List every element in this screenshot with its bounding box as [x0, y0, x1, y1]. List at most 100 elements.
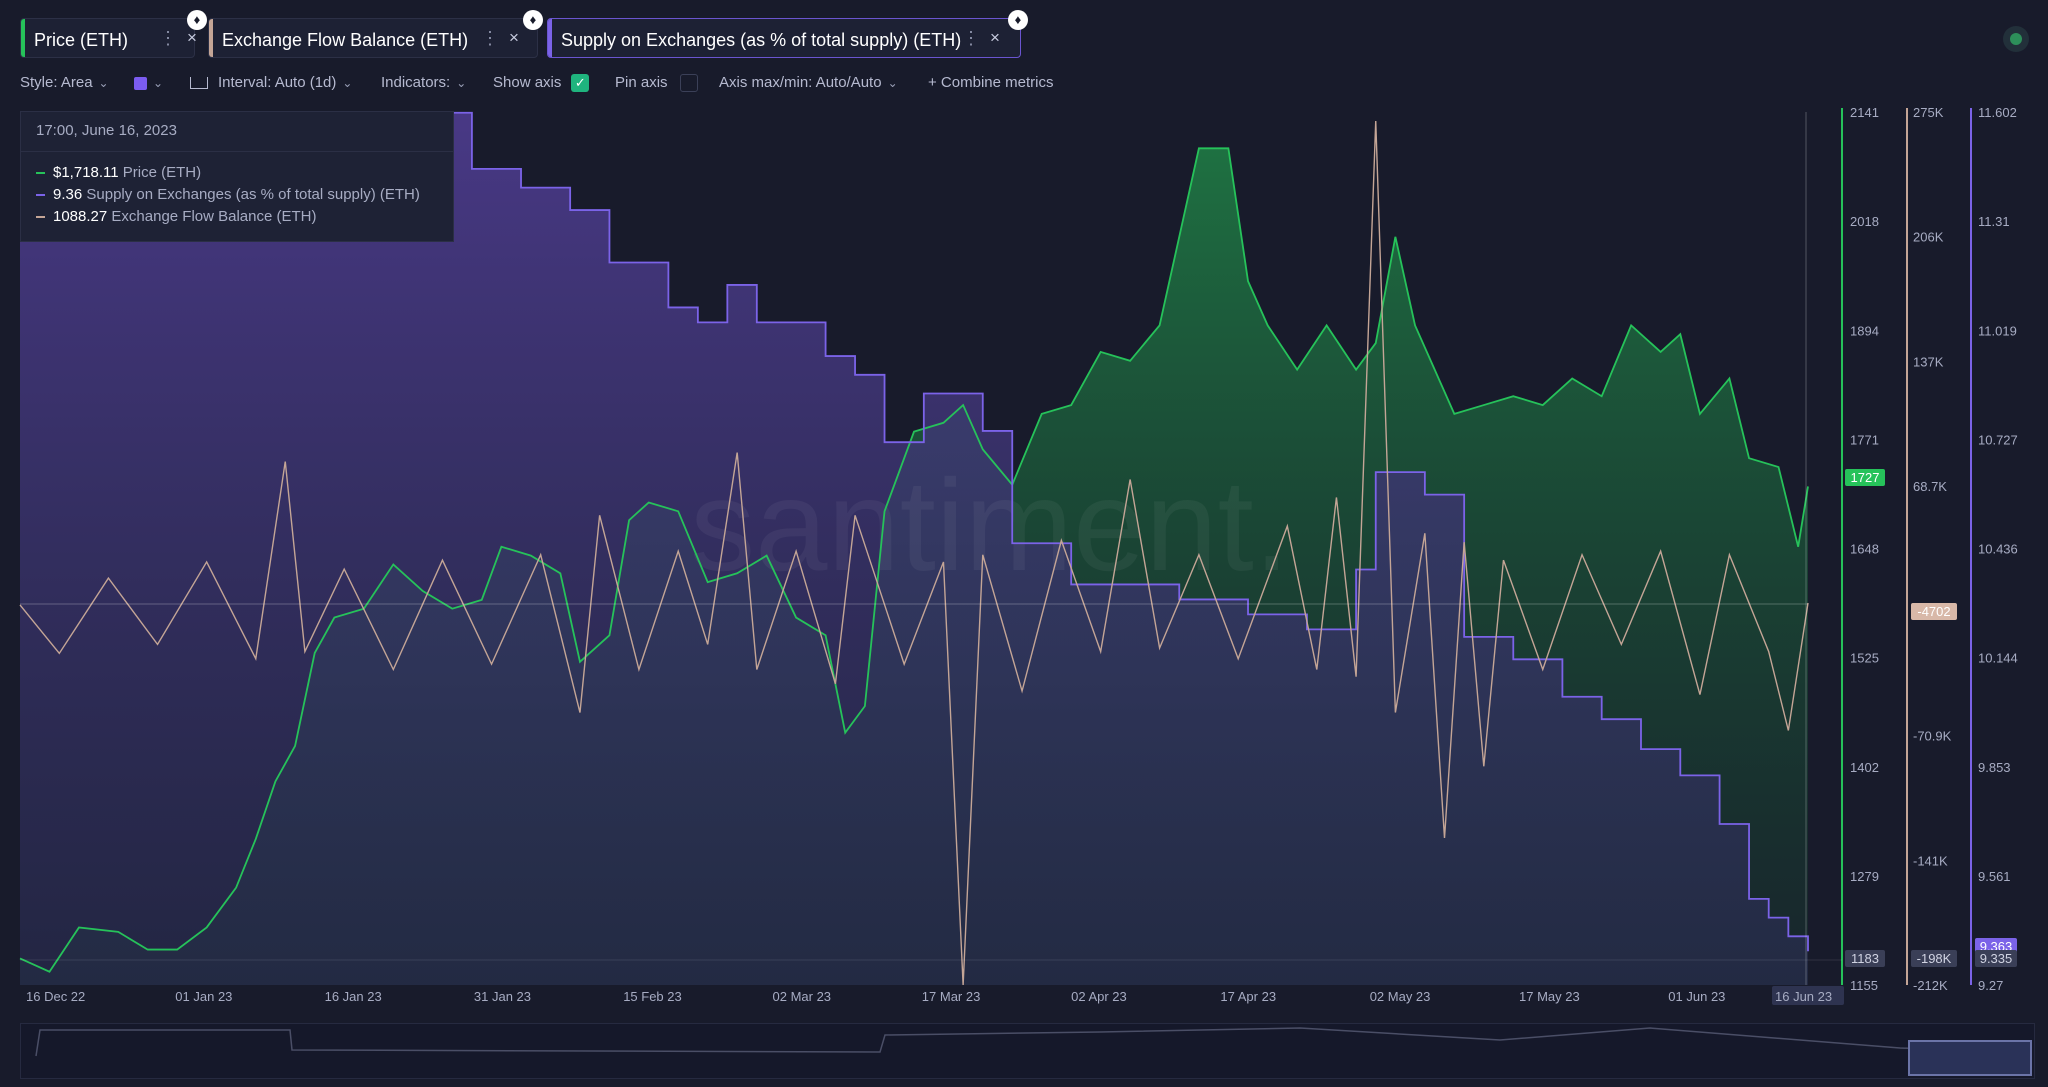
x-tick-label: 17 May 23	[1519, 989, 1580, 1004]
axis-tick-label: 1155	[1850, 978, 1878, 993]
tooltip-value: $1,718.11	[53, 164, 119, 181]
series-dash	[36, 172, 45, 175]
axis-tick-label: 1648	[1850, 542, 1879, 557]
connection-status-icon	[2003, 26, 2029, 52]
series-line-price	[19, 147, 1809, 973]
axis-tick-label: -212K	[1913, 978, 1948, 993]
tooltip-row-flow: 1088.27 Exchange Flow Balance (ETH)	[36, 208, 317, 225]
x-tick-label: 02 May 23	[1370, 989, 1431, 1004]
x-tick-label: 01 Jun 23	[1668, 989, 1725, 1004]
show-axis-checkbox[interactable]: ✓	[571, 74, 590, 93]
flow-value-marker-bg	[1911, 603, 1957, 620]
metric-tab-exchange-flow[interactable]: Exchange Flow Balance (ETH) ⋮ × ♦	[208, 10, 543, 58]
axis-tick-label: 11.019	[1978, 323, 2017, 338]
x-tick-label: 17 Apr 23	[1220, 989, 1276, 1004]
series-line-supply	[20, 111, 1809, 952]
axis-maxmin-dropdown[interactable]: Axis max/min: Auto/Auto ⌄	[719, 74, 898, 91]
interval-label: Interval: Auto (1d)	[218, 74, 337, 91]
series-color-bar	[21, 19, 25, 57]
series-dash	[36, 216, 45, 219]
ruler-icon	[190, 77, 208, 90]
eth-coin-icon: ♦	[523, 10, 543, 30]
flow-min-marker-bg	[1911, 950, 1957, 967]
series-dash	[36, 194, 45, 197]
style-dropdown[interactable]: Style: Area ⌄	[20, 74, 109, 91]
x-tick-highlight	[1772, 986, 1844, 1005]
pin-axis-toggle[interactable]: Pin axis	[615, 74, 698, 93]
interval-dropdown[interactable]: Interval: Auto (1d) ⌄	[190, 74, 352, 91]
more-options-icon[interactable]: ⋮	[962, 28, 980, 48]
tooltip-value: 1088.27	[53, 208, 108, 225]
axis-tick-label: -141K	[1913, 853, 1948, 868]
x-tick-label: 31 Jan 23	[474, 989, 531, 1004]
color-picker[interactable]: ⌄	[134, 74, 163, 91]
metric-tab-label: Price (ETH)	[34, 30, 128, 50]
tooltip-row-supply: 9.36 Supply on Exchanges (as % of total …	[36, 186, 420, 203]
axis-tick-label: 206K	[1913, 230, 1944, 245]
metric-tab-price[interactable]: Price (ETH) ⋮ × ♦	[20, 10, 207, 58]
pin-axis-checkbox[interactable]	[679, 74, 698, 93]
style-label: Style: Area	[20, 74, 93, 91]
axis-tick-label: 2018	[1850, 214, 1879, 229]
x-tick-label: 17 Mar 23	[922, 989, 981, 1004]
metric-tab-label: Exchange Flow Balance (ETH)	[222, 30, 469, 50]
tooltip-value: 9.36	[53, 186, 83, 203]
x-tick-label: 16 Dec 22	[26, 989, 85, 1004]
axis-tick-label: 68.7K	[1913, 479, 1947, 494]
axis-tick-label: 10.436	[1978, 542, 2018, 557]
tooltip-divider	[21, 151, 453, 152]
axis-tick-label: 11.31	[1978, 214, 2010, 229]
chevron-down-icon: ⌄	[456, 76, 467, 90]
axis-tick-label: 1771	[1850, 432, 1879, 447]
timeline-navigator[interactable]	[20, 1023, 2035, 1079]
axis-tick-label: 10.727	[1978, 432, 2018, 447]
show-axis-toggle[interactable]: Show axis ✓	[493, 74, 590, 93]
tooltip-label: Exchange Flow Balance (ETH)	[111, 208, 317, 225]
axis-tick-label: 2141	[1850, 105, 1879, 120]
tooltip-row-price: $1,718.11 Price (ETH)	[36, 164, 201, 181]
eth-coin-icon: ♦	[1008, 10, 1028, 30]
tooltip-label: Supply on Exchanges (as % of total suppl…	[86, 186, 420, 203]
metric-tab-supply-on-exchanges[interactable]: Supply on Exchanges (as % of total suppl…	[547, 10, 1028, 58]
tooltip-date: 17:00, June 16, 2023	[36, 122, 177, 139]
supply-min-marker-bg	[1975, 950, 2017, 967]
axis-tick-label: 10.144	[1978, 651, 2018, 666]
close-icon[interactable]: ×	[990, 28, 1000, 47]
color-swatch	[134, 76, 147, 90]
eth-coin-icon: ♦	[187, 10, 207, 30]
axis-tick-label: 1279	[1850, 869, 1879, 884]
axis-maxmin-label: Axis max/min: Auto/Auto	[719, 74, 882, 91]
flow-value-marker: -4702	[1917, 604, 1950, 619]
santiment-watermark: santiment.	[690, 452, 1290, 598]
close-icon[interactable]: ×	[509, 28, 519, 47]
axis-tick-label: 137K	[1913, 354, 1944, 369]
x-tick-label: 02 Apr 23	[1071, 989, 1127, 1004]
axis-tick-label: 9.853	[1978, 760, 2011, 775]
indicators-dropdown[interactable]: Indicators: ⌄	[381, 74, 466, 91]
chevron-down-icon: ⌄	[153, 76, 164, 90]
pin-axis-label: Pin axis	[615, 74, 668, 91]
supply-min-marker: 9.335	[1980, 951, 2013, 966]
axis-tick-label: 1525	[1850, 651, 1879, 666]
show-axis-label: Show axis	[493, 74, 562, 91]
axis-tick-label: 1402	[1850, 760, 1879, 775]
price-value-marker: 1727	[1851, 470, 1880, 485]
indicators-label: Indicators:	[381, 74, 451, 91]
close-icon[interactable]: ×	[187, 28, 197, 47]
axis-tick-label: 275K	[1913, 105, 1944, 120]
flow-min-marker: -198K	[1917, 951, 1952, 966]
combine-metrics-label: + Combine metrics	[928, 74, 1054, 91]
chevron-down-icon: ⌄	[887, 76, 898, 90]
navigator-selection-handle[interactable]	[1908, 1040, 2032, 1076]
series-color-bar	[209, 19, 213, 57]
price-value-marker-bg	[1845, 469, 1885, 486]
combine-metrics-button[interactable]: + Combine metrics	[928, 74, 1053, 91]
price-min-marker-bg	[1845, 950, 1885, 967]
more-options-icon[interactable]: ⋮	[159, 28, 177, 48]
more-options-icon[interactable]: ⋮	[481, 28, 499, 48]
chevron-down-icon: ⌄	[98, 76, 109, 90]
axis-tick-label: 9.561	[1978, 869, 2011, 884]
series-line-flow	[19, 120, 1809, 986]
x-tick-label: 01 Jan 23	[175, 989, 232, 1004]
